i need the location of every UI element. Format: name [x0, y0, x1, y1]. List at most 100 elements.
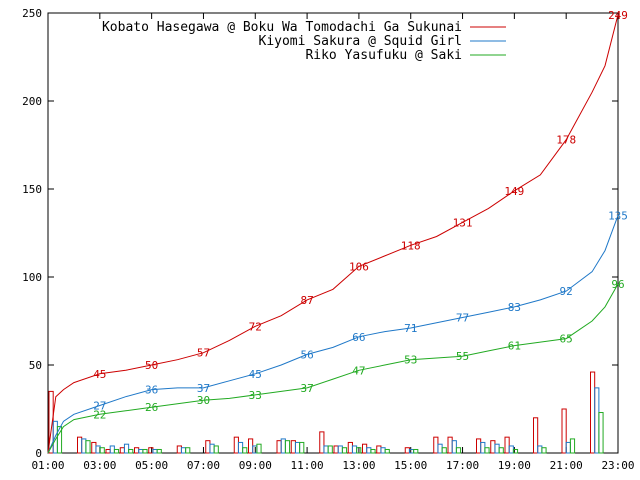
hourly-bar — [237, 441, 244, 454]
hourly-bar — [413, 448, 419, 454]
data-label: 249 — [608, 9, 628, 22]
data-label: 87 — [300, 294, 313, 307]
data-label: 27 — [93, 399, 106, 412]
x-axis-ticks: 01:00 03:00 05:00 07:00 09:00 11:00 13:00 15:00… — [31, 13, 635, 472]
cumulative-line — [47, 215, 619, 454]
hourly-bar — [561, 408, 567, 454]
hourly-bar — [134, 447, 140, 454]
hourly-bar — [77, 436, 83, 454]
hourly-bar — [294, 441, 301, 454]
hourly-bar — [476, 438, 482, 454]
data-label: 65 — [560, 333, 573, 346]
hourly-bar — [408, 448, 415, 454]
data-label: 57 — [197, 347, 210, 360]
hourly-bar — [99, 447, 105, 454]
hourly-bar — [437, 443, 443, 454]
hourly-bar — [138, 448, 144, 454]
hourly-bar — [91, 441, 97, 454]
hourly-bar — [284, 440, 291, 454]
data-label: 83 — [508, 301, 521, 314]
plot-frame — [47, 12, 619, 454]
hourly-bar — [533, 417, 539, 454]
hourly-bar — [376, 445, 382, 454]
hourly-bar — [569, 438, 576, 454]
cumulative-line — [47, 283, 619, 454]
cumulative-line — [47, 14, 619, 454]
hourly-bar — [319, 431, 325, 454]
cumulative-lines — [47, 14, 619, 454]
hourly-bar — [128, 448, 134, 454]
data-label: 77 — [456, 311, 469, 324]
hourly-bar — [512, 448, 519, 454]
data-label: 37 — [300, 382, 313, 395]
hourly-bar — [541, 447, 547, 454]
legend-label: Riko Yasufuku @ Saki — [305, 48, 462, 63]
hourly-bar — [341, 447, 348, 454]
data-label: 47 — [352, 364, 365, 377]
hourly-bar — [356, 447, 362, 454]
hourly-bar — [433, 436, 439, 454]
legend-label: Kiyomi Sakura @ Squid Girl — [259, 34, 463, 49]
hourly-bar — [156, 448, 162, 454]
hourly-bar — [152, 448, 158, 454]
hourly-bar — [370, 448, 376, 454]
legend: Kobato Hasegawa @ Boku Wa Tomodachi Ga S… — [102, 20, 506, 63]
x-tick-label: 05:00 — [135, 459, 168, 472]
legend-label: Kobato Hasegawa @ Boku Wa Tomodachi Ga S… — [102, 20, 462, 35]
data-label: 149 — [504, 185, 524, 198]
hourly-bar — [404, 447, 410, 454]
data-label: 33 — [249, 389, 262, 402]
data-labels: 45 50 57 72 87 106 118 131 149 178 249 27 36 37 45 56 66… — [93, 9, 628, 422]
hourly-bar — [380, 447, 386, 454]
hourly-bar — [480, 441, 486, 454]
hourly-bar — [362, 443, 368, 454]
hourly-bar — [119, 447, 125, 454]
data-label: 131 — [453, 216, 473, 229]
y-tick-label: 150 — [22, 183, 42, 196]
hourly-bar — [280, 438, 286, 454]
hourly-bar — [56, 426, 63, 454]
data-label: 71 — [404, 322, 417, 335]
hourly-bar — [508, 445, 514, 454]
data-label: 135 — [608, 209, 628, 222]
hourly-bar — [590, 371, 596, 454]
data-label: 50 — [145, 359, 158, 372]
hourly-bar — [327, 445, 333, 454]
hourly-bar — [455, 447, 462, 454]
data-label: 178 — [556, 134, 576, 147]
data-label: 96 — [611, 278, 624, 291]
hourly-bar — [105, 448, 111, 454]
hourly-bar — [142, 448, 148, 454]
hourly-bar — [81, 438, 87, 454]
hourly-bar — [451, 440, 457, 454]
hourly-bar — [213, 445, 219, 454]
data-label: 36 — [145, 384, 158, 397]
hourly-bar — [504, 436, 510, 454]
hourly-bar — [85, 440, 91, 454]
hourly-bar — [185, 447, 191, 454]
x-tick-label: 19:00 — [498, 459, 531, 472]
hourly-bar — [598, 412, 604, 454]
y-tick-label: 200 — [22, 95, 42, 108]
hourly-bar — [209, 443, 215, 454]
hourly-bar — [498, 447, 504, 454]
x-tick-label: 07:00 — [187, 459, 220, 472]
data-label: 106 — [349, 260, 369, 273]
hourly-bar — [565, 441, 571, 454]
hourly-bar — [248, 438, 254, 454]
data-label: 72 — [249, 320, 262, 333]
hourly-bar — [290, 440, 296, 454]
x-tick-label: 15:00 — [394, 459, 427, 472]
hourly-bar — [347, 441, 353, 454]
hourly-bars — [48, 371, 604, 454]
hourly-bar — [109, 445, 115, 454]
data-label: 53 — [404, 354, 417, 367]
hourly-bar — [494, 443, 500, 454]
y-tick-label: 50 — [29, 359, 42, 372]
x-tick-label: 21:00 — [550, 459, 583, 472]
hourly-bar — [323, 445, 329, 454]
data-label: 61 — [508, 340, 521, 353]
x-tick-label: 09:00 — [239, 459, 272, 472]
